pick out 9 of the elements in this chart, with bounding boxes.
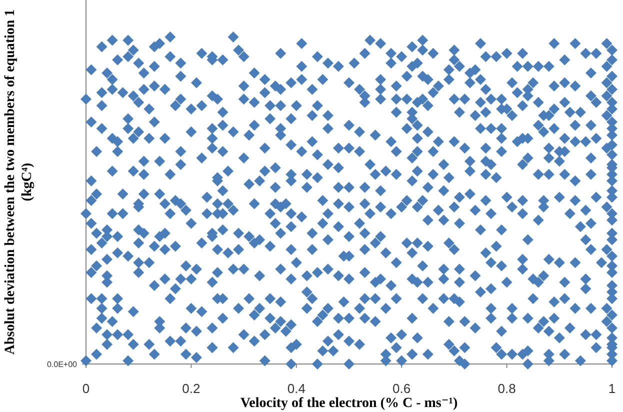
x-tick-label: 0.6 — [392, 381, 411, 396]
x-tick-label: 0.8 — [498, 381, 516, 396]
x-axis-title: Velocity of the electron (% C - ms⁻¹) — [240, 396, 458, 411]
x-tick-label: 1 — [608, 381, 616, 396]
text: 0.0E+00 — [46, 360, 78, 369]
x-tick-label: 0.2 — [182, 381, 200, 396]
y-axis-title: Absolut deviation between the two members of equation 1 (kgC⁴) — [3, 9, 35, 355]
x-tick-label: 0 — [82, 381, 90, 396]
x-tick-label: 0.4 — [287, 381, 306, 396]
